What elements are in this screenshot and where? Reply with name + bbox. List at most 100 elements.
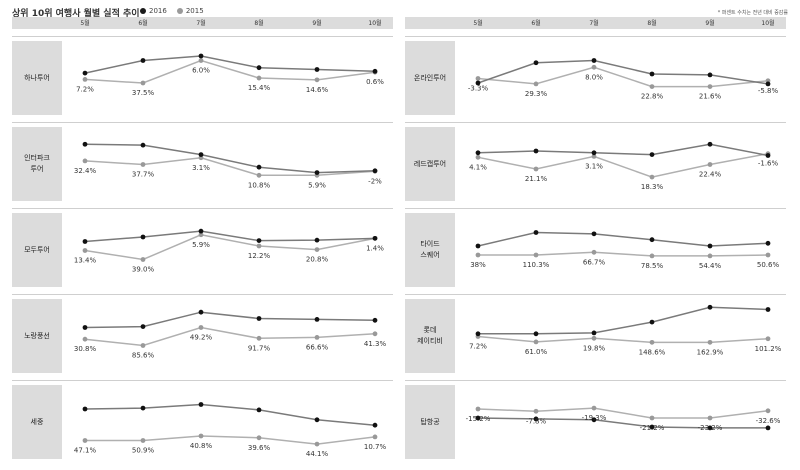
panel-1: 하나투어 7.2% 37.5% 6.0% 15.4% 14.6% 0.6%	[12, 36, 393, 119]
change-label: 12.2%	[248, 252, 271, 260]
change-label: 101.2%	[755, 345, 782, 353]
panel-plot: -3.3% 29.3% 8.0% 22.8% 21.6% -5.8%	[468, 58, 779, 101]
data-point-2016	[649, 237, 655, 243]
change-label: 20.8%	[306, 256, 329, 264]
panel-8: 타이드 스퀘어 38% 110.3% 66.7% 78.5% 54.4% 50.6%	[405, 208, 786, 291]
company-label: 인터파크 투어	[12, 127, 62, 201]
data-point-2016	[765, 153, 771, 158]
change-label: 13.4%	[74, 257, 97, 265]
data-point-2016	[198, 152, 204, 157]
data-point-2016	[707, 425, 713, 431]
change-label: 91.7%	[248, 344, 271, 352]
data-point-2016	[765, 240, 771, 246]
data-point-2016	[198, 228, 204, 234]
change-label: 1.4%	[366, 244, 384, 252]
company-label: 세중	[12, 385, 62, 459]
month-label: 8월	[254, 20, 264, 27]
legend-dot-2015-icon	[176, 8, 183, 14]
data-point-2016	[256, 164, 262, 170]
data-point-2016	[475, 243, 481, 249]
data-point-2016	[591, 417, 597, 423]
data-point-2016	[314, 417, 320, 423]
month-header-2: 5월 6월 7월 8월 9월 10월	[405, 17, 786, 29]
change-label: 3.1%	[585, 162, 603, 170]
data-point-2016	[707, 72, 713, 78]
panel-2: 인터파크 투어 32.4% 37.7% 3.1% 10.8% 5.9% -2%	[12, 122, 393, 205]
data-point-2016	[707, 243, 713, 249]
change-label: 66.6%	[306, 343, 329, 351]
data-point-2015	[591, 249, 597, 255]
change-label: -19.3%	[582, 414, 607, 422]
data-point-2015	[707, 415, 713, 421]
series-line-2015	[84, 233, 376, 261]
data-point-2015	[533, 166, 539, 172]
data-point-2016	[82, 70, 88, 76]
data-point-2016	[314, 237, 320, 243]
company-label: 롯데 제이티비	[405, 299, 455, 373]
series-line-2016	[477, 417, 768, 429]
series-line-2015	[478, 251, 769, 257]
change-label: 5.9%	[308, 181, 326, 189]
data-point-2015	[82, 438, 88, 443]
panel-6: 온라인투어 -3.3% 29.3% 8.0% 22.8% 21.6% -5.8%	[405, 36, 786, 119]
change-label: 85.6%	[132, 352, 155, 360]
panel-plot: 13.4% 39.0% 5.9% 12.2% 20.8% 1.4%	[74, 228, 384, 274]
change-label: 3.1%	[192, 164, 210, 172]
data-point-2015	[314, 335, 320, 340]
data-point-2015	[475, 406, 481, 412]
legend-label-2016: 2016	[149, 7, 167, 15]
data-point-2015	[533, 408, 539, 414]
data-point-2016	[198, 309, 204, 315]
change-label: -3.3%	[468, 85, 489, 93]
month-label: 9월	[312, 20, 322, 27]
data-point-2015	[649, 84, 655, 89]
series-line-2015	[477, 66, 769, 88]
data-point-2016	[533, 148, 539, 154]
data-point-2016	[82, 141, 88, 147]
change-label: 14.6%	[306, 86, 329, 94]
data-point-2015	[256, 243, 262, 249]
data-point-2015	[198, 325, 204, 330]
data-point-2015	[649, 339, 655, 345]
data-point-2015	[707, 84, 713, 89]
data-point-2016	[140, 142, 146, 148]
change-label: 30.8%	[74, 345, 97, 353]
change-label: 22.4%	[699, 171, 722, 179]
change-label: 66.7%	[583, 258, 606, 266]
data-point-2016	[82, 325, 88, 330]
data-point-2015	[475, 76, 481, 81]
change-label: 148.6%	[639, 348, 666, 356]
data-point-2015	[256, 435, 262, 441]
month-label: 6월	[138, 20, 148, 27]
change-label: 21.1%	[525, 175, 548, 183]
change-label: 39.0%	[132, 266, 155, 274]
data-point-2016	[256, 65, 262, 71]
panel-plot: -15.2% -7.8% -19.3% -21.2% -23.2% -32.6%	[466, 405, 781, 432]
change-label: 8.0%	[585, 73, 603, 81]
change-label: 7.2%	[469, 343, 487, 351]
company-label: 하나투어	[12, 41, 62, 115]
data-point-2015	[198, 232, 204, 238]
panel-7: 레드캡투어 4.1% 21.1% 3.1% 18.3% 22.4% -1.6%	[405, 122, 786, 205]
legend-label-2015: 2015	[185, 7, 204, 15]
data-point-2015	[314, 77, 320, 83]
data-point-2015	[591, 335, 597, 341]
change-label: -2%	[368, 177, 382, 185]
data-point-2016	[707, 304, 713, 310]
change-label: 47.1%	[74, 447, 97, 455]
month-label: 6월	[531, 20, 541, 27]
series-line-2016	[84, 311, 376, 329]
panel-plot: 7.2% 37.5% 6.0% 15.4% 14.6% 0.6%	[76, 53, 384, 97]
data-point-2015	[140, 162, 146, 167]
panel-plot: 32.4% 37.7% 3.1% 10.8% 5.9% -2%	[74, 141, 382, 189]
data-point-2015	[591, 405, 597, 411]
series-line-2016	[477, 231, 769, 247]
data-point-2015	[533, 252, 539, 258]
data-point-2016	[198, 53, 204, 59]
data-point-2016	[372, 235, 378, 241]
change-label: 50.9%	[132, 447, 155, 455]
legend-item-2016: 2016	[140, 7, 167, 15]
data-point-2015	[82, 248, 88, 253]
change-label: -5.8%	[758, 87, 779, 95]
data-point-2016	[475, 415, 481, 421]
